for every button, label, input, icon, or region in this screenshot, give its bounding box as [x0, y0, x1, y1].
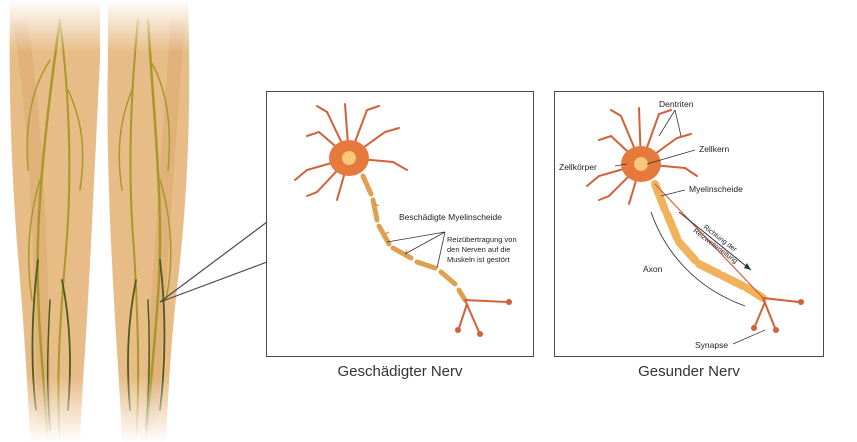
legs-illustration: [0, 0, 230, 442]
synapse-label: Synapse: [695, 340, 728, 350]
myelin-label: Myelinscheide: [689, 184, 743, 194]
healthy-nerve-caption: Gesunder Nerv: [638, 363, 740, 380]
healthy-nucleus: [634, 157, 648, 171]
nucleus-label: Zellkern: [699, 144, 730, 154]
damaged-nucleus: [342, 151, 356, 165]
transmission-label-line-3: Muskeln ist gestört: [447, 255, 510, 264]
damaged-nerve-caption: Geschädigter Nerv: [337, 363, 463, 380]
dendrites-label: Dentriten: [659, 99, 694, 109]
damaged-nerve-panel: Beschädigte Myelinscheide Reizübertragun…: [266, 91, 534, 357]
axon-label: Axon: [643, 264, 663, 274]
cell-body-label: Zellkörper: [559, 162, 597, 172]
transmission-label-line-2: den Nerven auf die: [447, 245, 510, 254]
damaged-myelin-label: Beschädigte Myelinscheide: [399, 212, 502, 222]
transmission-label-line-1: Reizübertragung von: [447, 235, 517, 244]
healthy-nerve-panel: Dentriten Zellkern Zellkörper Myelinsche…: [554, 91, 824, 357]
